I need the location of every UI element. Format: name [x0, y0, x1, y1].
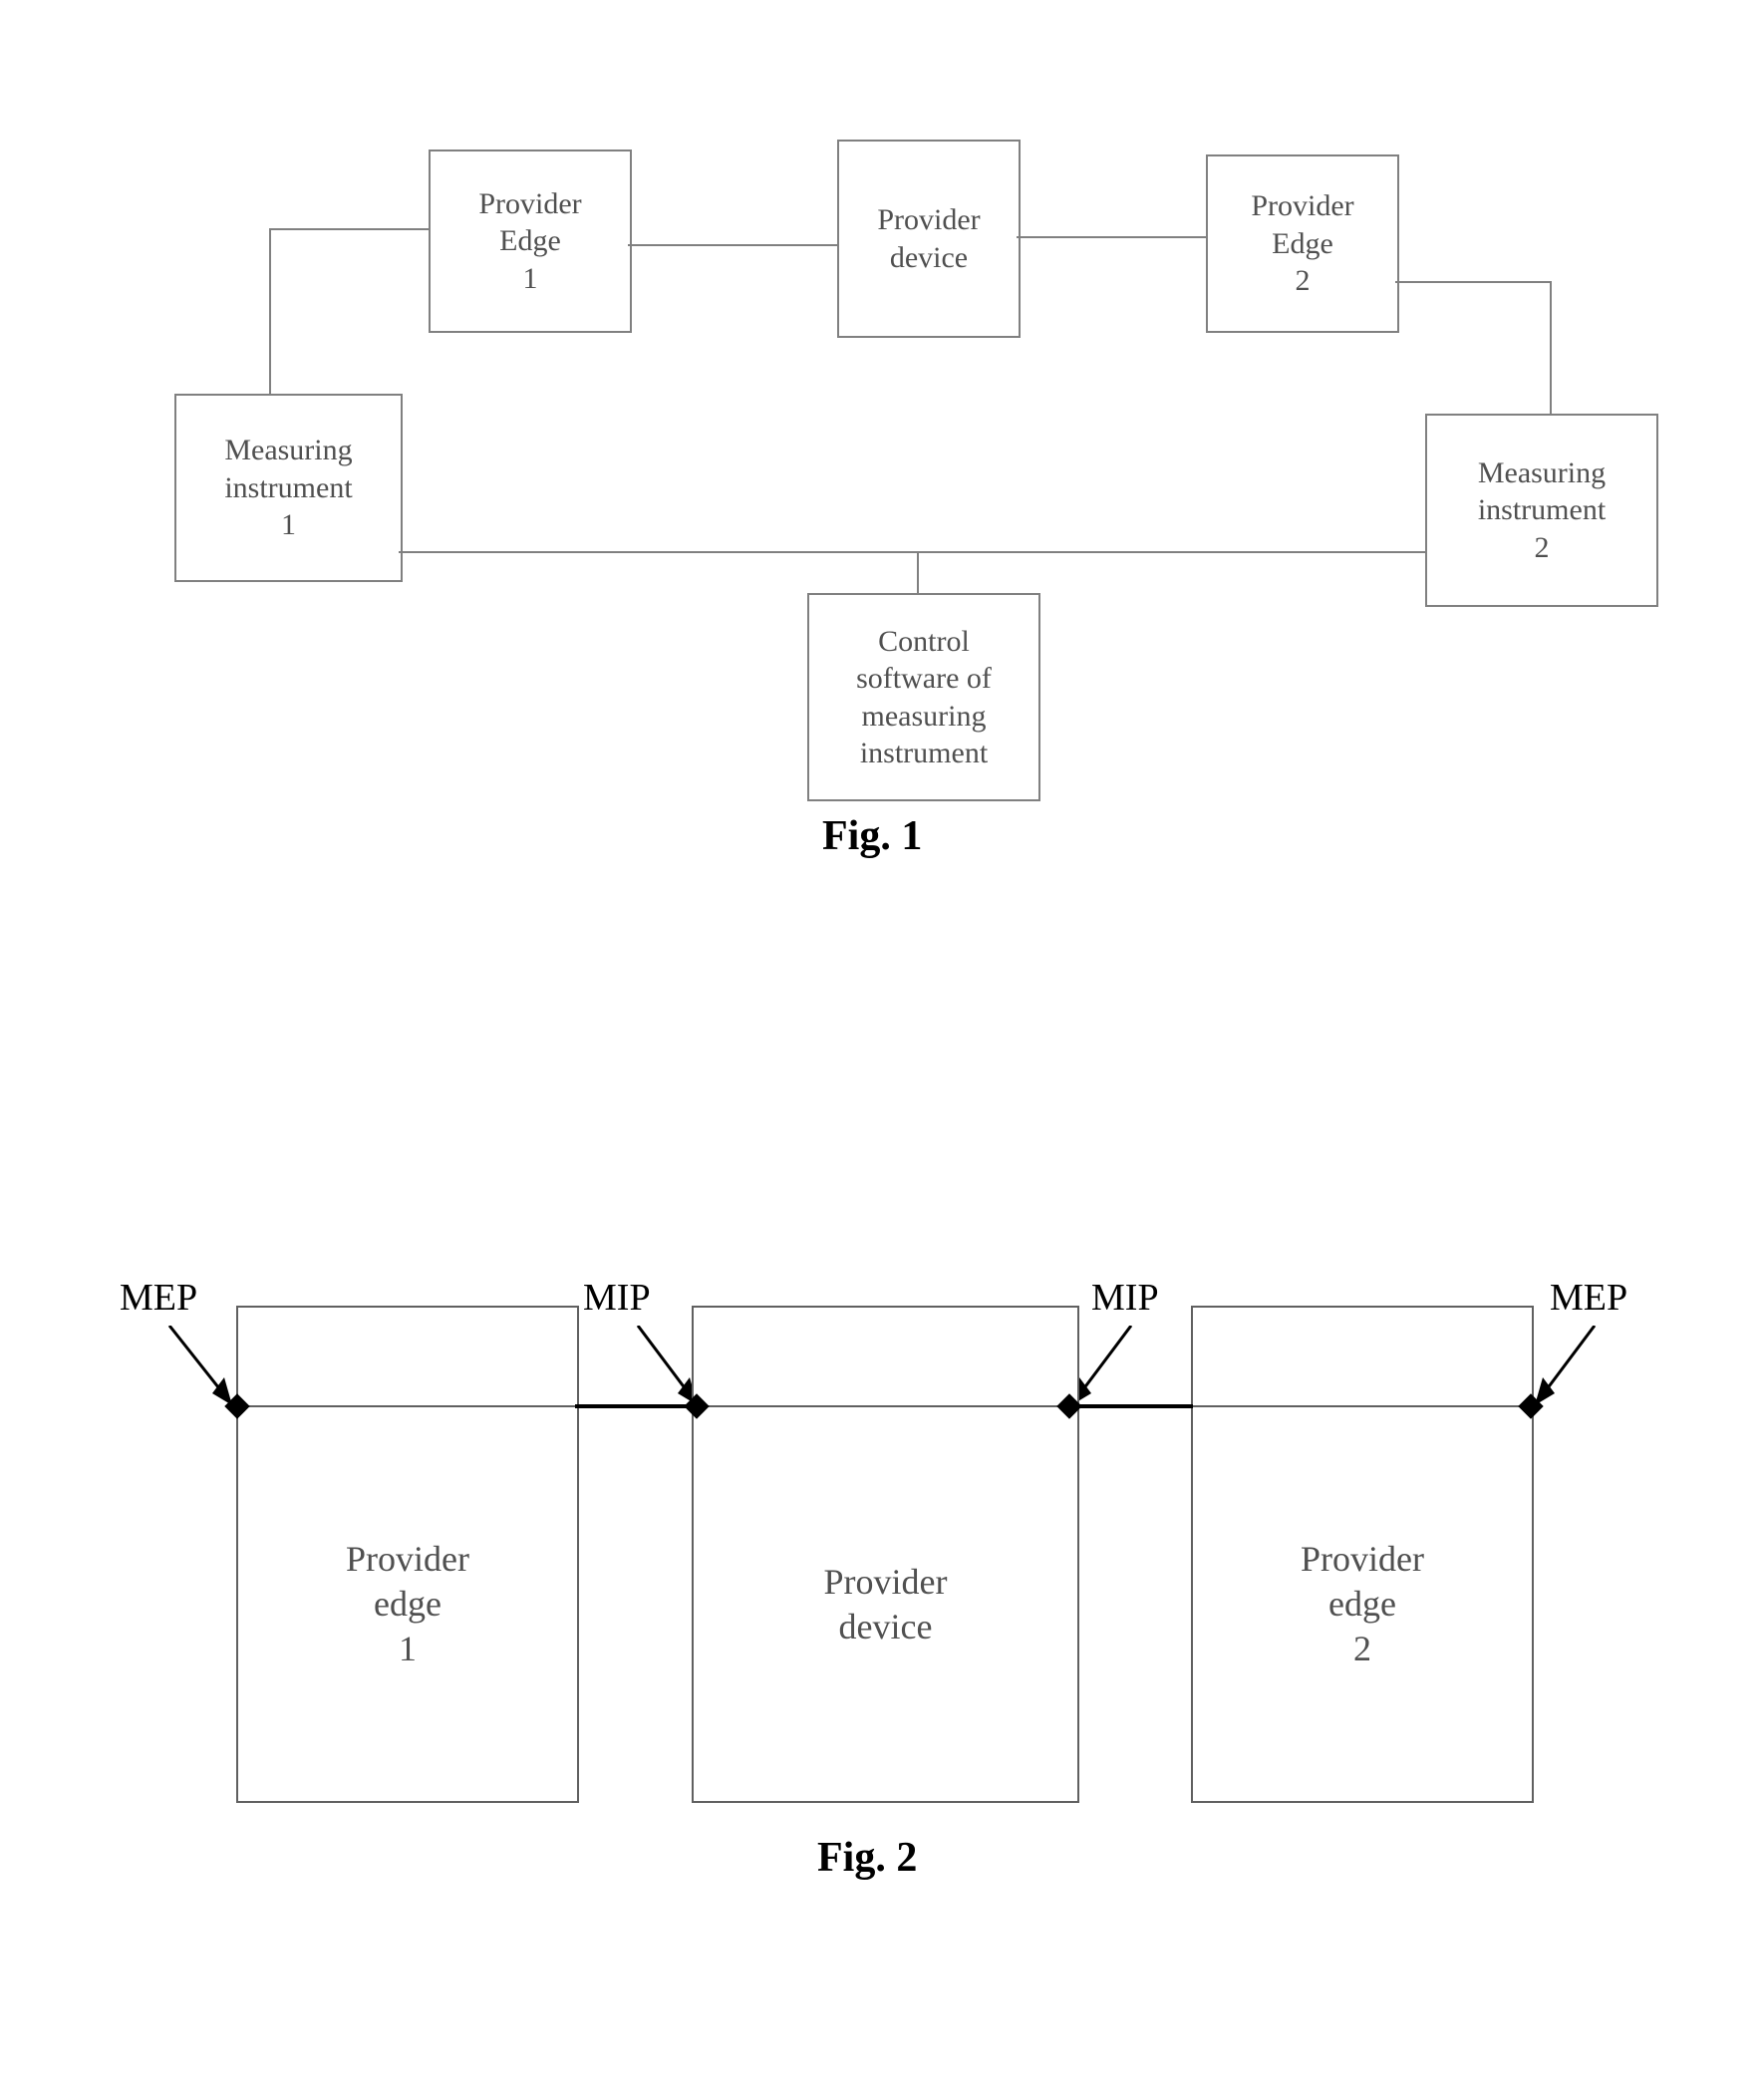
figure-1-caption: Fig. 1 — [822, 812, 922, 860]
box-measuring-instrument-2: Measuringinstrument2 — [1425, 414, 1658, 607]
box-provider-device: Providerdevice — [837, 140, 1021, 338]
label-text: MIP — [583, 1277, 651, 1319]
box-provider-edge-2: ProviderEdge2 — [1206, 154, 1399, 333]
label-mep-left: MEP — [120, 1276, 197, 1320]
box-label: Provideredge2 — [1301, 1537, 1424, 1671]
connector — [399, 551, 1425, 553]
thick-connector — [575, 1404, 694, 1408]
box-label: ProviderEdge2 — [1251, 187, 1353, 300]
box-label: Providerdevice — [824, 1560, 948, 1649]
label-text: MEP — [120, 1277, 197, 1319]
label-mep-right: MEP — [1550, 1276, 1627, 1320]
connector — [269, 228, 271, 394]
connector — [917, 551, 919, 593]
connector — [1550, 281, 1552, 414]
inner-line — [238, 1405, 575, 1407]
label-mip-left: MIP — [583, 1276, 651, 1320]
connector — [1395, 281, 1552, 283]
box-fig2-provider-device: Providerdevice — [692, 1306, 1079, 1803]
caption-text: Fig. 2 — [817, 1835, 917, 1881]
box-label: Provideredge1 — [346, 1537, 469, 1671]
caption-text: Fig. 1 — [822, 813, 922, 859]
thick-connector — [1075, 1404, 1193, 1408]
inner-line — [694, 1405, 1075, 1407]
connector — [269, 228, 429, 230]
label-mip-right: MIP — [1091, 1276, 1159, 1320]
box-label: Measuringinstrument2 — [1478, 454, 1606, 567]
box-label: Controlsoftware ofmeasuringinstrument — [856, 623, 992, 772]
box-label: Providerdevice — [877, 201, 980, 276]
box-measuring-instrument-1: Measuringinstrument1 — [174, 394, 403, 582]
box-fig2-provider-edge-2: Provideredge2 — [1191, 1306, 1534, 1803]
figure-2-caption: Fig. 2 — [817, 1834, 917, 1882]
connector — [1017, 236, 1206, 238]
box-label: Measuringinstrument1 — [224, 432, 352, 544]
box-provider-edge-1: ProviderEdge1 — [429, 150, 632, 333]
box-control-software: Controlsoftware ofmeasuringinstrument — [807, 593, 1040, 801]
box-label: ProviderEdge1 — [478, 185, 581, 298]
connector — [628, 244, 837, 246]
label-text: MIP — [1091, 1277, 1159, 1319]
inner-line — [1193, 1405, 1530, 1407]
box-fig2-provider-edge-1: Provideredge1 — [236, 1306, 579, 1803]
label-text: MEP — [1550, 1277, 1627, 1319]
